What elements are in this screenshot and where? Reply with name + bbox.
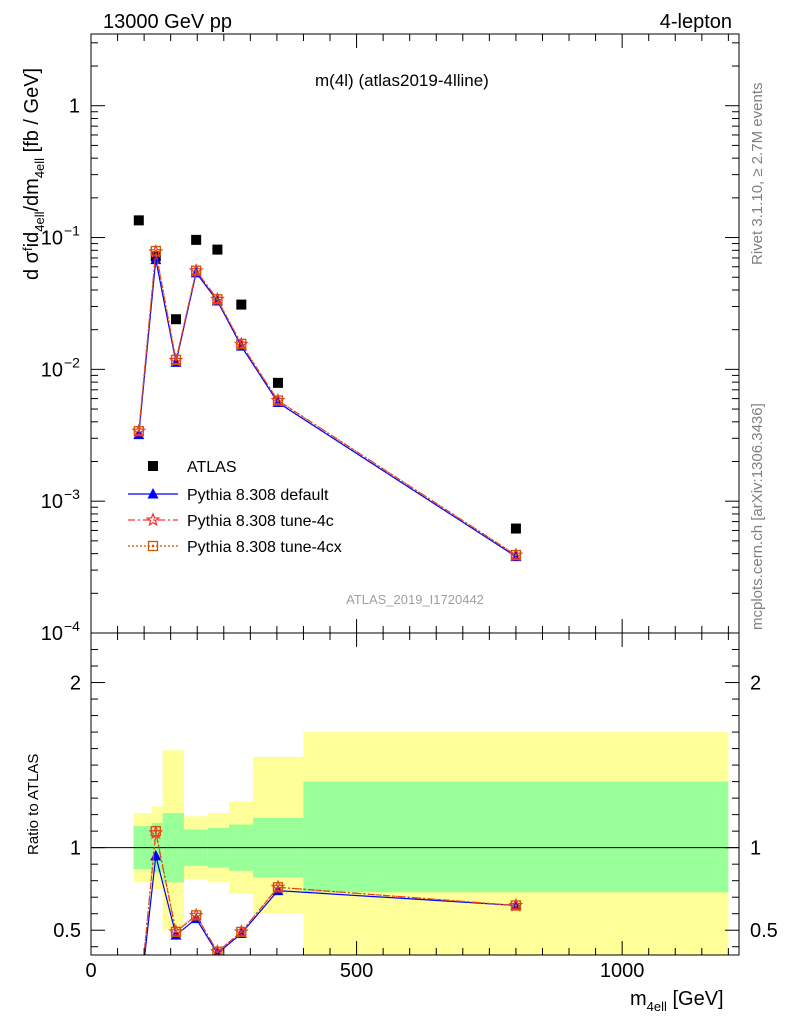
ratio-series-point	[212, 946, 223, 955]
plot-title: m(4l) (atlas2019-4lline)	[315, 71, 489, 90]
ratio-panel-frame	[90, 632, 740, 956]
main-series-point	[236, 338, 247, 350]
header-right: 4-lepton	[660, 11, 732, 33]
main-y-tick-label: 10	[41, 491, 63, 513]
main-series-point	[191, 265, 202, 276]
ratio-y-tick-label-left: 1	[70, 838, 81, 860]
main-series-line	[138, 259, 517, 558]
ratio-y-tick-label-right: 0.5	[750, 920, 778, 942]
atlas-data-point	[272, 377, 283, 388]
legend-marker	[147, 488, 159, 499]
main-series-point	[150, 253, 162, 265]
main-series-point-center	[216, 298, 219, 301]
main-series-point-center	[194, 269, 198, 272]
ratio-series-point	[150, 826, 161, 837]
ratio-series-point	[170, 926, 182, 938]
legend-marker	[148, 461, 158, 471]
atlas-data-point	[212, 244, 223, 255]
atlas-data-point	[133, 215, 144, 226]
x-axis-label: m4ell [GeV]	[630, 988, 724, 1014]
ratio-series-point-center	[174, 930, 178, 934]
ratio-uncertainty-bands	[133, 732, 729, 955]
main-y-tick-label: 10	[41, 228, 63, 250]
mcplots-label: mcplots.cern.ch [arXiv:1306.3436]	[749, 403, 766, 630]
main-series-point-center	[174, 358, 178, 362]
main-series-point	[212, 294, 223, 305]
axes-group	[90, 33, 740, 956]
y-axis-label-ratio: Ratio to ATLAS	[25, 754, 42, 855]
main-series-point-center	[154, 249, 157, 253]
ratio-series-point	[510, 900, 522, 911]
legend-label: ATLAS	[187, 459, 237, 476]
ratio-series-point-center	[514, 904, 518, 907]
legend-marker	[147, 540, 159, 552]
main-series-point	[510, 549, 522, 561]
x-tick-label: 500	[340, 960, 373, 982]
main-y-tick-label: 10	[41, 359, 63, 381]
main-y-tick-exponent: −1	[64, 223, 80, 239]
main-series-point-center	[137, 429, 141, 433]
ratio-series-point	[272, 882, 284, 893]
legend-marker	[145, 512, 161, 527]
main-series-point	[272, 395, 284, 406]
legend-marker-center	[151, 544, 155, 548]
y-axis-label-main: d σfid4ell/dm4ell [fb / GeV]	[20, 68, 47, 280]
plot-title-text: m(4l) (atlas2019-4lline)	[315, 71, 489, 90]
main-y-tick-exponent: −4	[64, 618, 80, 634]
main-series-point-center	[240, 342, 243, 346]
main-series-point	[133, 425, 144, 437]
x-tick-label: 0	[85, 960, 96, 982]
ratio-series-point-center	[194, 914, 198, 917]
header-left: 13000 GeV pp	[103, 11, 232, 33]
main-series-point	[170, 354, 182, 366]
legend: ATLAS Pythia 8.308 default Pythia 8.308 tu…	[128, 459, 342, 556]
main-y-tick-exponent: −3	[64, 486, 80, 502]
ratio-series-point-center	[240, 930, 243, 934]
inner-band-bin	[303, 781, 729, 893]
legend-label: Pythia 8.308 tune-4c	[187, 513, 334, 530]
ratio-series-point	[191, 910, 202, 921]
ratio-series-group	[143, 825, 524, 955]
main-series-point	[150, 245, 161, 257]
main-y-tick-exponent: −2	[64, 354, 80, 370]
atlas-data-point	[236, 299, 247, 310]
legend-label: Pythia 8.308 tune-4cx	[187, 539, 342, 556]
ratio-y-tick-label-right: 1	[750, 838, 761, 860]
ratio-series-point-center	[216, 950, 219, 953]
atlas-data-point	[510, 523, 521, 534]
ratio-series-point-center	[154, 829, 157, 833]
main-series-line	[138, 251, 517, 556]
main-series-line	[138, 250, 517, 556]
atlas-data-point	[170, 314, 181, 325]
ratio-series-line	[144, 855, 516, 955]
watermark: ATLAS_2019_I1720442	[346, 592, 484, 607]
atlas-data-point	[191, 234, 202, 245]
main-series-point-center	[514, 553, 518, 557]
ratio-y-tick-label-left: 2	[70, 673, 81, 695]
ratio-series-point-center	[276, 886, 280, 889]
ratio-y-tick-label-right: 2	[750, 673, 761, 695]
ratio-y-tick-label-left: 0.5	[53, 920, 81, 942]
x-tick-label: 1000	[600, 960, 645, 982]
main-y-tick-label: 10	[41, 623, 63, 645]
main-series-point-center	[276, 399, 280, 402]
main-y-tick-label: 1	[69, 96, 80, 118]
legend-label: Pythia 8.308 default	[187, 487, 329, 504]
main-series-group	[131, 215, 524, 562]
ratio-series-point	[236, 926, 247, 938]
ratio-series-line	[143, 831, 516, 955]
rivet-label: Rivet 3.1.10, ≥ 2.7M events	[749, 83, 766, 266]
